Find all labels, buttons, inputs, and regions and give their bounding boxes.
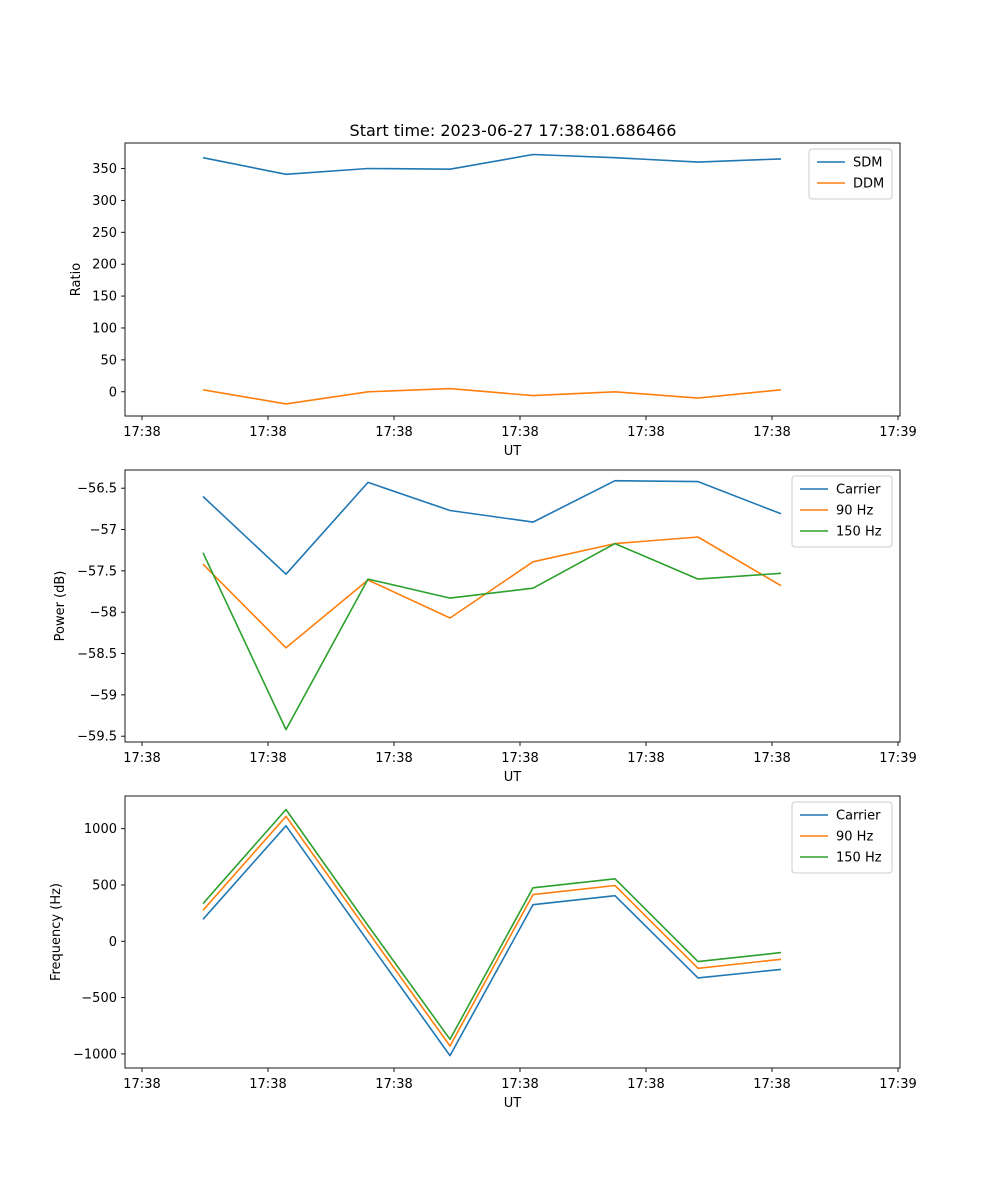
x-tick-label: 17:38 bbox=[375, 751, 412, 766]
y-tick-label: −57 bbox=[90, 523, 117, 538]
series-line-carrier bbox=[202, 479, 782, 576]
x-tick-label: 17:38 bbox=[123, 425, 160, 440]
y-tick-label: −500 bbox=[81, 991, 117, 1006]
x-tick-label: 17:39 bbox=[879, 1077, 916, 1092]
legend-label: Carrier bbox=[836, 809, 881, 824]
x-tick-label: 17:38 bbox=[501, 1077, 538, 1092]
legend-label: 150 Hz bbox=[836, 851, 882, 866]
series-line-sdm bbox=[202, 153, 782, 176]
x-tick-label: 17:38 bbox=[753, 751, 790, 766]
series-line-ddm bbox=[202, 387, 782, 405]
x-tick-label: 17:38 bbox=[249, 751, 286, 766]
legend-box bbox=[791, 801, 893, 874]
series-line-90-hz bbox=[202, 536, 782, 649]
x-tick-label: 17:38 bbox=[375, 425, 412, 440]
x-tick-label: 17:38 bbox=[627, 751, 664, 766]
x-tick-label: 17:38 bbox=[123, 1077, 160, 1092]
y-tick-label: −58.5 bbox=[77, 647, 117, 662]
figure-title: Start time: 2023-06-27 17:38:01.686466 bbox=[349, 121, 677, 140]
axes-frame bbox=[124, 142, 901, 417]
y-axis-label: Power (dB) bbox=[53, 571, 68, 642]
y-tick-label: 150 bbox=[92, 290, 117, 305]
y-tick-label: −58 bbox=[90, 606, 117, 621]
legend-label: DDM bbox=[853, 177, 884, 192]
x-tick-label: 17:38 bbox=[753, 1077, 790, 1092]
y-tick-label: 350 bbox=[92, 162, 117, 177]
y-tick-label: 200 bbox=[92, 258, 117, 273]
y-tick-label: 100 bbox=[92, 321, 117, 336]
y-tick-label: −56.5 bbox=[77, 482, 117, 497]
x-axis-label: UT bbox=[504, 770, 522, 785]
y-tick-label: 500 bbox=[92, 878, 117, 893]
series-line-carrier bbox=[202, 824, 782, 1057]
series-line-90-hz bbox=[202, 815, 782, 1047]
y-tick-label: 250 bbox=[92, 226, 117, 241]
x-axis-label: UT bbox=[504, 444, 522, 459]
x-axis-label: UT bbox=[504, 1096, 522, 1111]
x-tick-label: 17:38 bbox=[627, 1077, 664, 1092]
y-tick-label: 1000 bbox=[84, 822, 117, 837]
x-tick-label: 17:39 bbox=[879, 425, 916, 440]
y-tick-label: −57.5 bbox=[77, 564, 117, 579]
y-tick-label: −59 bbox=[90, 688, 117, 703]
legend-label: 90 Hz bbox=[836, 830, 873, 845]
legend-label: 150 Hz bbox=[836, 525, 882, 540]
series-line-150-hz bbox=[202, 542, 782, 731]
axes-frame bbox=[124, 469, 901, 743]
x-tick-label: 17:39 bbox=[879, 751, 916, 766]
legend-label: 90 Hz bbox=[836, 504, 873, 519]
x-tick-label: 17:38 bbox=[501, 751, 538, 766]
y-tick-label: −1000 bbox=[73, 1047, 117, 1062]
y-tick-label: 0 bbox=[109, 385, 117, 400]
y-tick-label: 300 bbox=[92, 194, 117, 209]
y-axis-label: Frequency (Hz) bbox=[49, 883, 64, 981]
series-line-150-hz bbox=[202, 808, 782, 1041]
x-tick-label: 17:38 bbox=[249, 1077, 286, 1092]
y-tick-label: 50 bbox=[100, 353, 117, 368]
y-axis-label: Ratio bbox=[69, 263, 84, 296]
legend-label: SDM bbox=[853, 156, 882, 171]
axes-frame bbox=[124, 795, 901, 1069]
legend-label: Carrier bbox=[836, 483, 881, 498]
x-tick-label: 17:38 bbox=[627, 425, 664, 440]
y-tick-label: 0 bbox=[109, 935, 117, 950]
x-tick-label: 17:38 bbox=[123, 751, 160, 766]
y-tick-label: −59.5 bbox=[77, 730, 117, 745]
legend-box bbox=[791, 475, 893, 548]
x-tick-label: 17:38 bbox=[753, 425, 790, 440]
x-tick-label: 17:38 bbox=[249, 425, 286, 440]
x-tick-label: 17:38 bbox=[501, 425, 538, 440]
x-tick-label: 17:38 bbox=[375, 1077, 412, 1092]
